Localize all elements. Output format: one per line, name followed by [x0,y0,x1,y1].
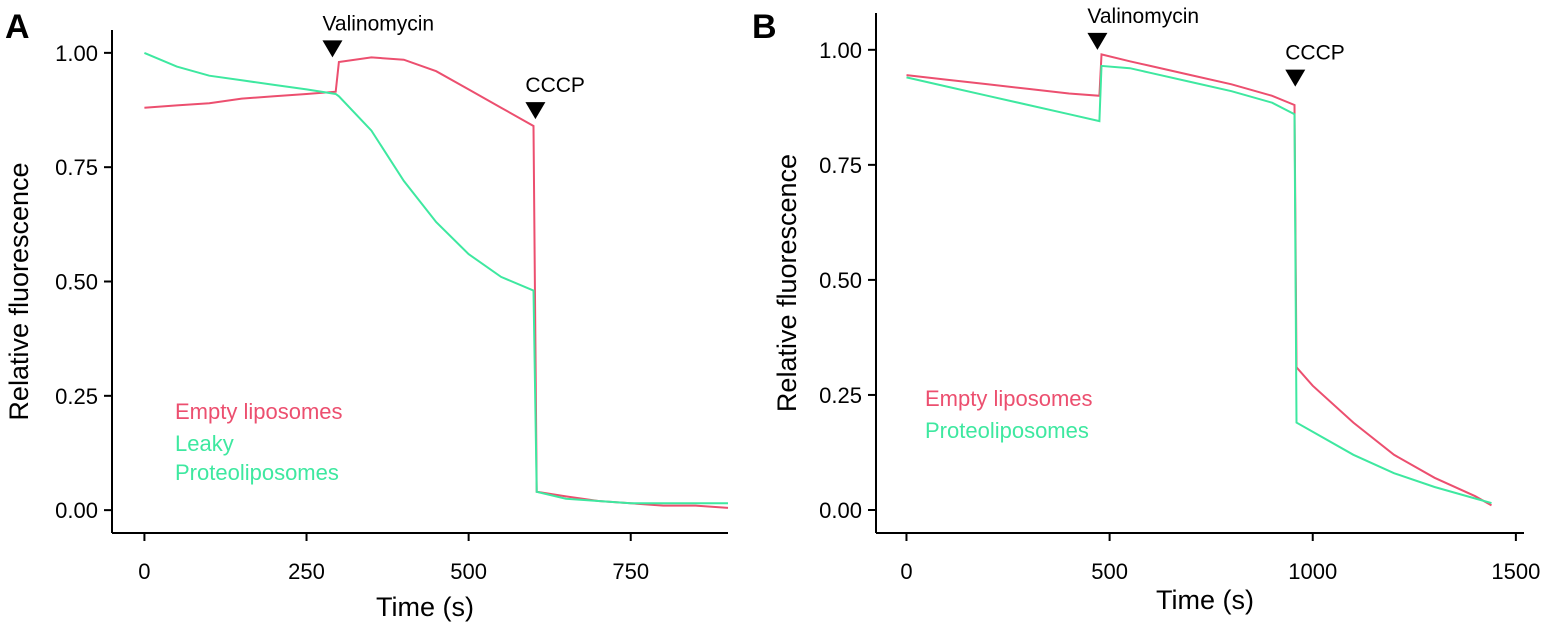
panel-label: A [5,8,30,46]
data-line [906,53,1492,507]
y-tick-label: 0.75 [819,153,862,178]
annotation-label: Valinomycin [1087,5,1199,28]
x-tick-label: 0 [138,559,150,584]
y-tick-label: 0.75 [55,155,98,180]
x-tick-label: 0 [900,559,912,584]
annotation-label: CCCP [1285,42,1345,65]
x-tick-label: 500 [1091,559,1128,584]
legend-entry: Empty liposomes [175,399,343,424]
x-axis-label: Time (s) [376,592,474,622]
y-tick-label: 0.50 [819,268,862,293]
y-tick-label: 1.00 [819,38,862,63]
annotation-label: Valinomycin [322,12,434,35]
y-tick-label: 0.25 [819,383,862,408]
x-tick-label: 250 [288,559,325,584]
y-axis-label: Relative fluorescence [772,154,802,412]
y-tick-label: 0.50 [55,270,98,295]
y-tick-label: 0.25 [55,384,98,409]
y-axis-label: Relative fluorescence [4,162,34,420]
x-tick-label: 500 [450,559,487,584]
annotation-marker [1285,69,1306,87]
legend-entry: Proteoliposomes [925,418,1089,443]
annotation-marker [1087,32,1108,50]
annotation-label: CCCP [525,74,585,97]
legend-entry: Empty liposomes [925,386,1093,411]
legend-entry: Leaky Proteoliposomes [175,431,339,485]
y-tick-label: 0.00 [55,498,98,523]
y-tick-label: 1.00 [55,41,98,66]
data-line [906,64,1492,505]
data-line [144,51,728,505]
x-tick-label: 1500 [1491,559,1540,584]
annotation-marker [322,40,343,58]
x-tick-label: 750 [612,559,649,584]
annotation-marker [525,102,546,120]
panel-label: B [752,8,777,46]
x-tick-label: 1000 [1288,559,1337,584]
y-tick-label: 0.00 [819,498,862,523]
x-axis-label: Time (s) [1156,585,1254,615]
